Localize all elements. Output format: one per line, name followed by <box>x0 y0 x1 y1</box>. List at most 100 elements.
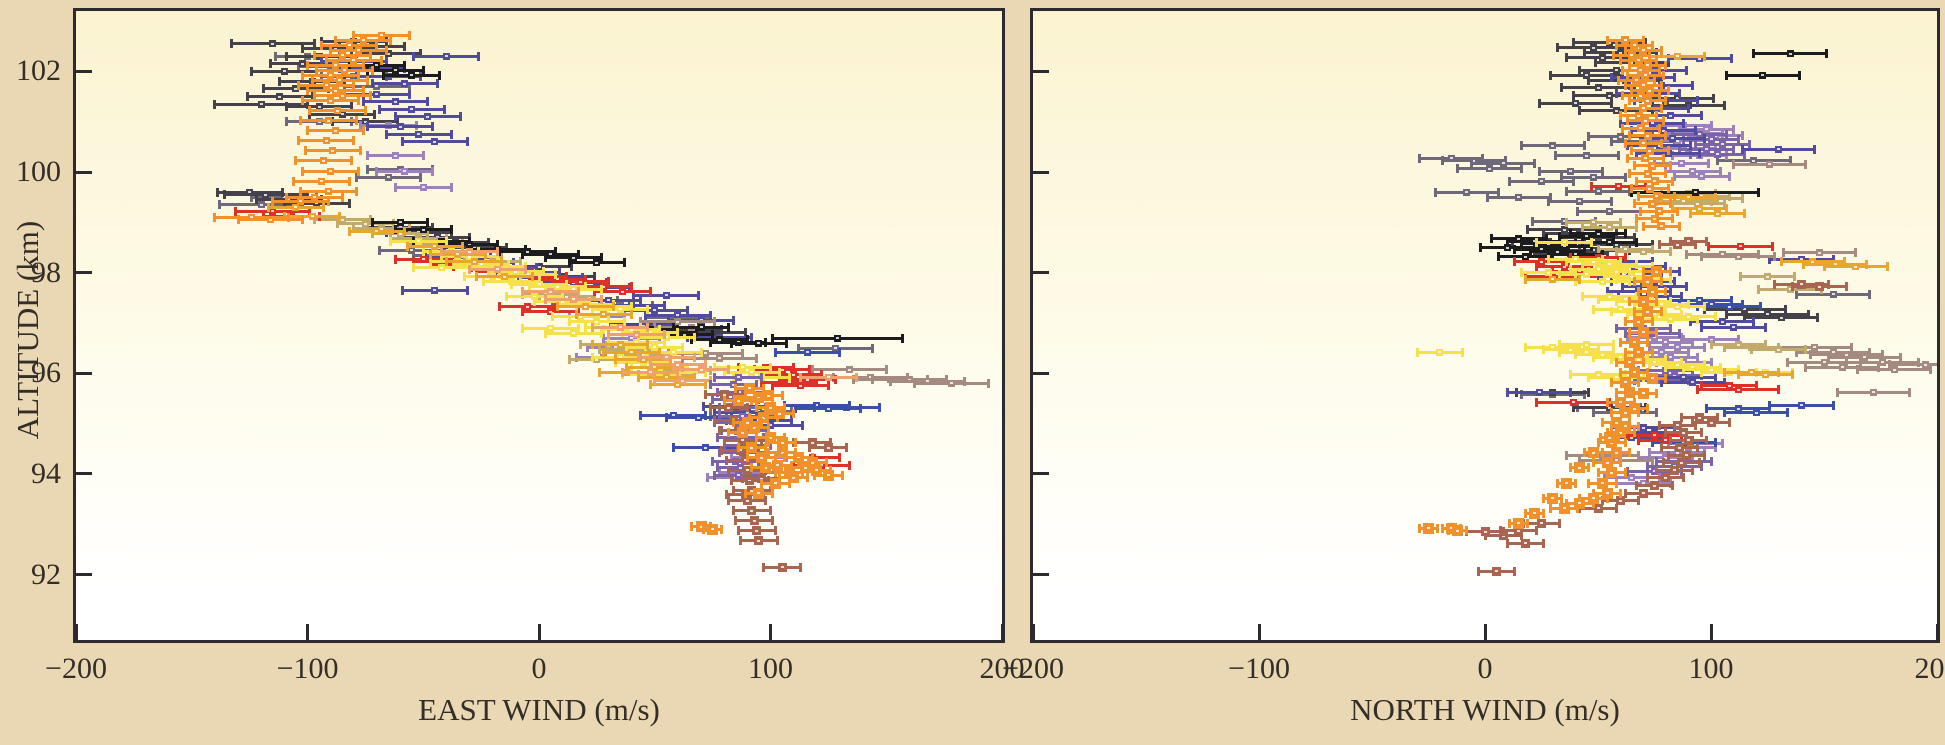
error-bar-cap <box>1591 352 1595 362</box>
data-point <box>338 110 346 118</box>
error-bar-cap <box>403 60 407 70</box>
error-bar-cap <box>671 365 675 375</box>
error-bar-cap <box>766 448 770 458</box>
data-point <box>1691 188 1699 196</box>
error-bar-cap <box>468 264 472 274</box>
data-point <box>1652 192 1661 201</box>
error-bar-cap <box>1650 347 1654 357</box>
error-bar-cap <box>1865 259 1869 269</box>
data-point <box>1560 477 1572 489</box>
error-bar-cap <box>648 380 652 390</box>
error-bar-cap <box>718 468 722 478</box>
error-bar-cap <box>1560 493 1564 503</box>
error-bar-cap <box>713 362 717 372</box>
data-point <box>1605 404 1613 412</box>
y-tick-mark <box>76 69 92 73</box>
marker-hole <box>1578 270 1582 273</box>
data-point <box>1714 150 1722 158</box>
error-bar-cap <box>623 258 627 268</box>
error-bar-cap <box>1632 83 1636 93</box>
data-point <box>1852 263 1860 271</box>
error-bar-cap <box>419 172 423 182</box>
marker-hole <box>1571 401 1575 404</box>
error-bar-cap <box>296 61 300 71</box>
data-point <box>570 254 578 262</box>
data-point <box>1571 250 1579 258</box>
error-bar-cap <box>1478 243 1482 252</box>
marker-hole <box>815 469 819 472</box>
error-bar-cap <box>752 391 756 401</box>
error-bar-cap <box>1634 214 1638 224</box>
error-bar-cap <box>1671 151 1675 161</box>
data-point <box>745 475 755 485</box>
marker-hole <box>468 255 472 258</box>
data-point <box>1601 487 1613 499</box>
data-point <box>1583 71 1591 79</box>
marker-hole <box>1693 191 1697 194</box>
error-bar-cap <box>1591 498 1595 508</box>
marker-hole <box>549 327 553 330</box>
data-point <box>1544 269 1552 277</box>
data-point <box>1706 418 1716 428</box>
data-point <box>1736 242 1744 250</box>
error-bar-cap <box>1657 240 1661 250</box>
error-bar-cap <box>583 282 587 292</box>
error-bar-cap <box>370 65 374 75</box>
data-point <box>1641 71 1650 80</box>
error-bar-cap <box>1741 299 1745 309</box>
error-bar-cap <box>711 330 715 340</box>
data-point <box>744 382 756 394</box>
error-bar-cap <box>773 468 777 478</box>
error-bar-cap <box>1634 292 1638 302</box>
marker-hole <box>583 305 587 308</box>
error-bar-cap <box>738 536 742 546</box>
error-bar-cap <box>701 401 705 411</box>
error-bar-cap <box>583 274 587 284</box>
data-point <box>1615 427 1627 439</box>
error-bar-cap <box>1675 206 1679 216</box>
error-bar-cap <box>1659 307 1663 317</box>
error-bar-cap <box>1637 191 1641 201</box>
error-bar-cap <box>1714 372 1718 382</box>
marker-hole <box>676 314 680 317</box>
error-bar-cap <box>1646 337 1650 347</box>
error-bar-cap <box>1621 65 1625 75</box>
error-bar-cap <box>389 236 393 246</box>
marker-hole <box>773 482 777 484</box>
marker-hole <box>736 474 740 477</box>
error-bar-cap <box>1686 103 1690 113</box>
error-bar-cap <box>1612 231 1616 241</box>
error-bar-cap <box>326 196 330 206</box>
data-point <box>1707 366 1715 374</box>
marker-hole <box>312 196 316 199</box>
x-tick-label: 200 <box>1914 652 1945 685</box>
error-bar-cap <box>1664 373 1668 383</box>
error-bar-cap <box>1741 194 1745 204</box>
marker-hole <box>1596 232 1600 235</box>
marker-hole <box>375 93 379 96</box>
marker-hole <box>718 357 722 360</box>
data-point <box>824 405 832 413</box>
error-bar-cap <box>1822 262 1826 272</box>
error-bar-cap <box>266 202 270 212</box>
error-bar-cap <box>1417 523 1421 533</box>
marker-hole <box>1517 529 1521 532</box>
marker-hole <box>1643 157 1647 160</box>
marker-hole <box>1639 69 1643 72</box>
data-point <box>1593 503 1603 513</box>
error-bar-cap <box>1601 496 1605 506</box>
data-point <box>616 353 624 361</box>
error-bar-cap <box>1576 503 1580 513</box>
marker-hole <box>759 456 763 459</box>
marker-hole <box>410 249 414 252</box>
error-bar-cap <box>590 352 594 362</box>
error-bar-cap <box>1677 328 1681 338</box>
error-bar-cap <box>1610 355 1614 365</box>
marker-hole <box>1637 358 1641 361</box>
marker-hole <box>398 168 402 171</box>
data-point <box>1748 368 1756 376</box>
error-bar-cap <box>1671 176 1675 186</box>
marker-hole <box>549 290 553 293</box>
marker-hole <box>727 406 731 409</box>
marker-hole <box>1691 170 1695 173</box>
